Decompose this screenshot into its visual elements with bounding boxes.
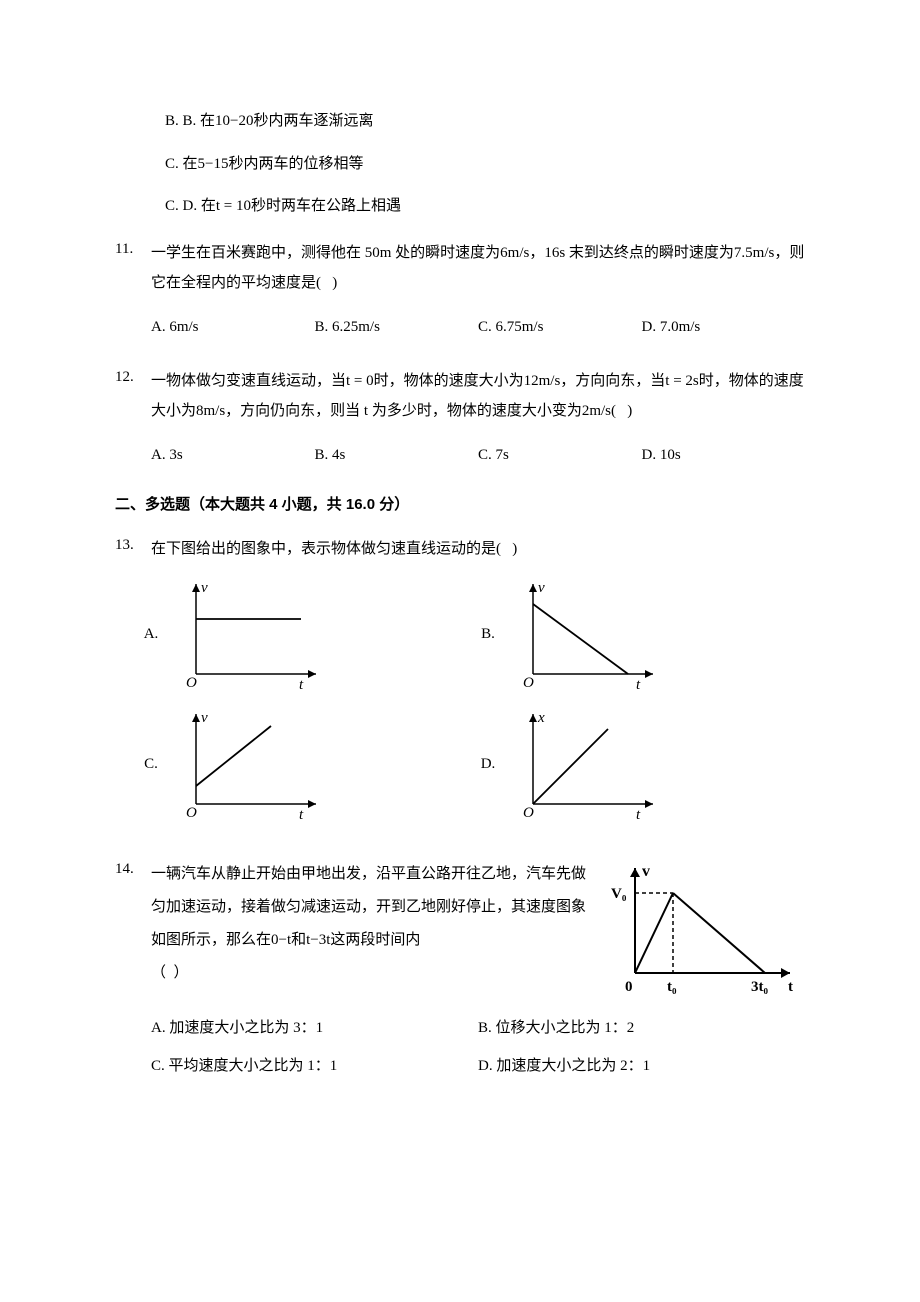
q13-chart-a: ν O t: [171, 574, 331, 694]
q11-choice-a: A. 6m/s: [151, 312, 315, 342]
svg-text:V₀: V₀: [611, 886, 627, 902]
svg-text:t: t: [636, 807, 641, 823]
svg-text:O: O: [523, 675, 534, 691]
q10-d-text: D. 在t = 10秒时两车在公路上相遇: [183, 198, 401, 214]
q10-option-c: C. 在5−15秒内两车的位移相等: [165, 153, 805, 176]
svg-text:t: t: [636, 677, 641, 693]
q13-subfig-d: D. x O t: [468, 704, 805, 824]
q14-figure: v V₀ 0 t₀ 3t₀ t: [605, 858, 805, 1003]
q11-number: 11.: [115, 238, 151, 342]
svg-text:t: t: [788, 979, 793, 995]
q14-choice-b: B. 位移大小之比为 1：2: [478, 1013, 805, 1043]
q10-d-prefix: C.: [165, 198, 179, 214]
q10-b-prefix: B.: [165, 113, 179, 129]
q12-stem: 一物体做匀变速直线运动，当t = 0时，物体的速度大小为12m/s，方向向东，当…: [151, 366, 805, 426]
q10-b-text: B. 在10−20秒内两车逐渐远离: [183, 113, 374, 129]
svg-text:t: t: [299, 807, 304, 823]
q12-choices: A. 3s B. 4s C. 7s D. 10s: [151, 440, 805, 470]
q14-stem: 一辆汽车从静止开始由甲地出发，沿平直公路开往乙地，汽车先做匀加速运动，接着做匀减…: [151, 858, 589, 1003]
q13-label-b: B.: [468, 619, 508, 649]
q13-label-d: D.: [468, 749, 508, 779]
svg-text:v: v: [642, 863, 650, 880]
svg-text:O: O: [523, 805, 534, 821]
svg-text:O: O: [186, 805, 197, 821]
q14-chart: v V₀ 0 t₀ 3t₀ t: [605, 858, 805, 1003]
q12-number: 12.: [115, 366, 151, 470]
svg-text:t₀: t₀: [667, 979, 677, 995]
svg-text:0: 0: [625, 979, 633, 995]
q12-choice-d: D. 10s: [642, 440, 806, 470]
q14-choice-a: A. 加速度大小之比为 3：1: [151, 1013, 478, 1043]
svg-text:t: t: [299, 677, 304, 693]
q10-c-text: C. 在5−15秒内两车的位移相等: [165, 156, 363, 172]
q10-option-b: B. B. 在10−20秒内两车逐渐远离: [165, 110, 805, 133]
q13-subfig-a: A. ν O t: [131, 574, 468, 694]
svg-text:ν: ν: [201, 580, 208, 596]
svg-text:ν: ν: [201, 710, 208, 726]
section-2-heading: 二、多选题（本大题共 4 小题，共 16.0 分）: [115, 494, 805, 517]
q14-choice-d: D. 加速度大小之比为 2：1: [478, 1051, 805, 1081]
question-12: 12. 一物体做匀变速直线运动，当t = 0时，物体的速度大小为12m/s，方向…: [115, 366, 805, 470]
q11-stem: 一学生在百米赛跑中，测得他在 50m 处的瞬时速度为6m/s，16s 末到达终点…: [151, 238, 805, 298]
question-13: 13. 在下图给出的图象中，表示物体做匀速直线运动的是( ) A. ν O t …: [115, 534, 805, 834]
q11-choice-d: D. 7.0m/s: [642, 312, 806, 342]
q13-chart-c: ν O t: [171, 704, 331, 824]
q13-subfig-b: B. ν O t: [468, 574, 805, 694]
q13-label-a: A.: [131, 619, 171, 649]
q13-stem: 在下图给出的图象中，表示物体做匀速直线运动的是( ): [151, 534, 805, 564]
q13-label-c: C.: [131, 749, 171, 779]
q14-choice-c: C. 平均速度大小之比为 1：1: [151, 1051, 478, 1081]
svg-text:3t₀: 3t₀: [751, 979, 768, 995]
q14-number: 14.: [115, 858, 151, 1089]
q11-choice-c: C. 6.75m/s: [478, 312, 642, 342]
q13-chart-b: ν O t: [508, 574, 668, 694]
q13-subfig-c: C. ν O t: [131, 704, 468, 824]
q14-choices: A. 加速度大小之比为 3：1 B. 位移大小之比为 1：2 C. 平均速度大小…: [151, 1013, 805, 1081]
q12-choice-b: B. 4s: [315, 440, 479, 470]
q10-option-d: C. D. 在t = 10秒时两车在公路上相遇: [165, 195, 805, 218]
q12-choice-a: A. 3s: [151, 440, 315, 470]
q13-subfigures: A. ν O t B.: [131, 574, 805, 834]
question-14: 14. 一辆汽车从静止开始由甲地出发，沿平直公路开往乙地，汽车先做匀加速运动，接…: [115, 858, 805, 1089]
q11-choice-b: B. 6.25m/s: [315, 312, 479, 342]
question-11: 11. 一学生在百米赛跑中，测得他在 50m 处的瞬时速度为6m/s，16s 末…: [115, 238, 805, 342]
svg-text:O: O: [186, 675, 197, 691]
q12-choice-c: C. 7s: [478, 440, 642, 470]
q13-chart-d: x O t: [508, 704, 668, 824]
svg-text:ν: ν: [538, 580, 545, 596]
q11-choices: A. 6m/s B. 6.25m/s C. 6.75m/s D. 7.0m/s: [151, 312, 805, 342]
svg-text:x: x: [537, 710, 545, 726]
